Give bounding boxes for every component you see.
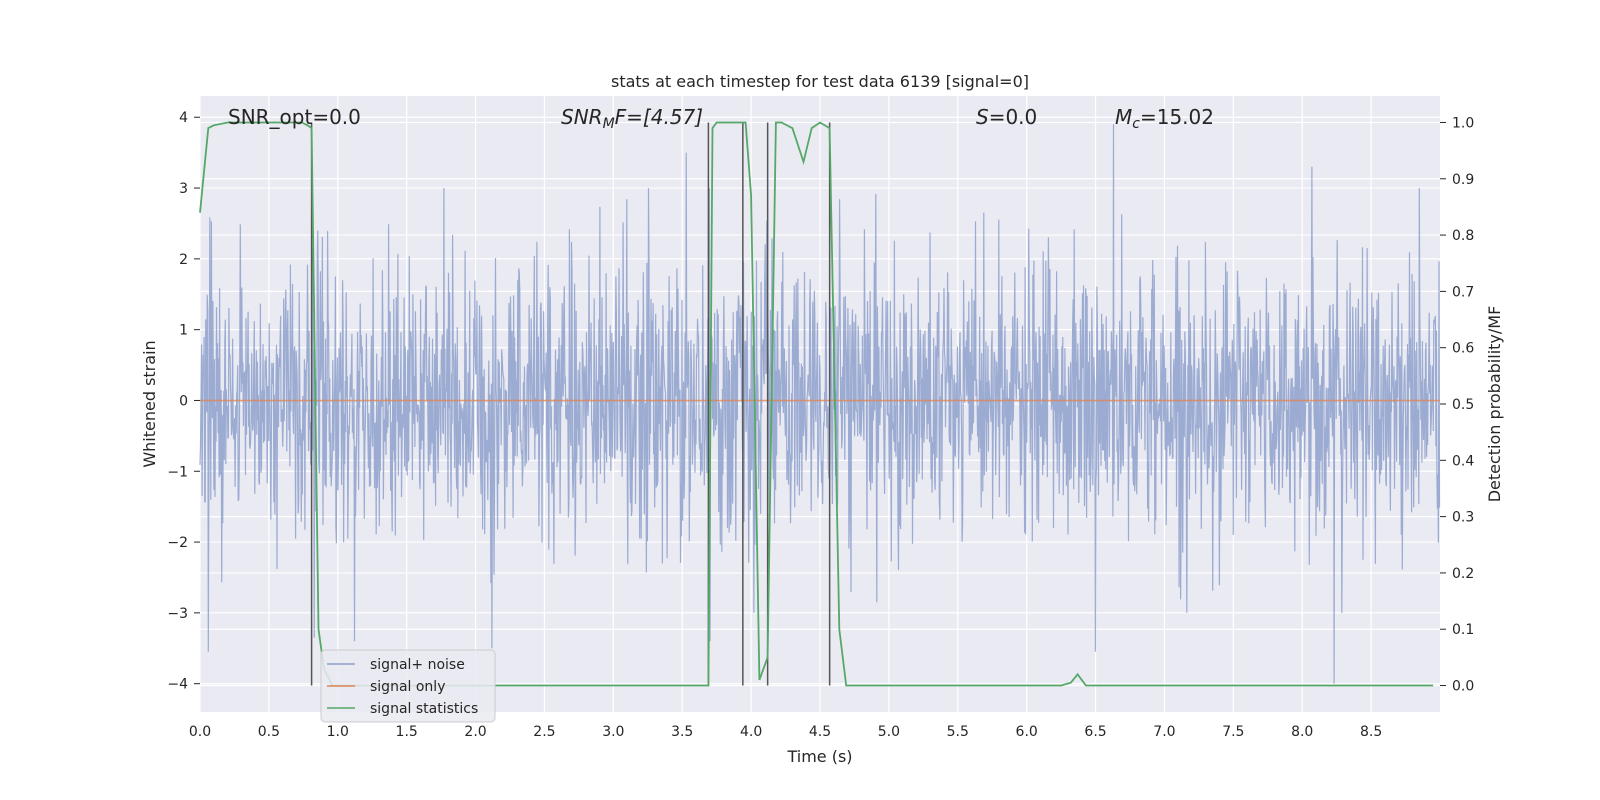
- snr-mf-rest: F=[4.57]: [615, 105, 703, 129]
- snr-mf-sub: M: [603, 116, 615, 132]
- legend-label-signal-only: signal only: [370, 679, 445, 695]
- x-tick-label: 3.0: [602, 724, 624, 740]
- x-tick-label: 0.5: [258, 724, 280, 740]
- s-annotation: S=0.0: [976, 105, 1037, 129]
- y-right-tick-label: 0.5: [1452, 397, 1474, 413]
- y-right-tick-label: 0.1: [1452, 622, 1474, 638]
- signal-statistics-line: [199, 121, 1434, 687]
- mc-rest: =15.02: [1140, 105, 1214, 129]
- x-tick-label: 0.0: [189, 724, 211, 740]
- y-tick-labels: 4 3 2 1 0 −1 −2 −3 −4: [167, 110, 200, 693]
- y-right-tick-label: 0.0: [1452, 679, 1474, 695]
- y-tick-label: 3: [179, 181, 188, 197]
- x-axis-label: Time (s): [786, 747, 852, 766]
- x-tick-label: 4.5: [809, 724, 831, 740]
- signal-statistics-series: [199, 121, 1434, 687]
- legend-label-statistics: signal statistics: [370, 701, 478, 717]
- y-right-tick-label: 1.0: [1452, 115, 1474, 131]
- y-tick-label: −3: [167, 606, 188, 622]
- x-tick-label: 7.5: [1222, 724, 1244, 740]
- noise-series: [199, 124, 1441, 684]
- s-var: S: [976, 105, 989, 129]
- legend: signal+ noise signal only signal statist…: [320, 649, 496, 723]
- y-axis-label: Whitened strain: [140, 340, 159, 467]
- x-tick-label: 3.5: [671, 724, 693, 740]
- x-tick-label: 4.0: [740, 724, 762, 740]
- legend-label-noise: signal+ noise: [370, 657, 465, 673]
- snr-opt-annotation: SNR_opt=0.0: [228, 105, 361, 129]
- mc-sub: c: [1132, 116, 1140, 132]
- x-tick-label: 8.0: [1291, 724, 1313, 740]
- y-tick-label: −2: [167, 535, 188, 551]
- snr-mf-annotation: SNRMF=[4.57]: [561, 105, 703, 132]
- x-tick-label: 1.5: [396, 724, 418, 740]
- x-tick-label: 1.0: [327, 724, 349, 740]
- y-tick-label: 4: [179, 110, 188, 126]
- y-right-axis-label: Detection probability/MF: [1485, 306, 1504, 503]
- snr-mf-base: SNR: [561, 105, 603, 129]
- x-tick-label: 5.0: [878, 724, 900, 740]
- s-rest: =0.0: [989, 105, 1038, 129]
- x-tick-label: 8.5: [1360, 724, 1382, 740]
- y-right-tick-label: 0.9: [1452, 172, 1474, 188]
- y-tick-label: 1: [179, 323, 188, 339]
- y-tick-label: −4: [167, 677, 188, 693]
- x-tick-label: 6.5: [1084, 724, 1106, 740]
- y-right-tick-label: 0.7: [1452, 284, 1474, 300]
- y-tick-label: 0: [179, 393, 188, 409]
- x-tick-label: 7.0: [1153, 724, 1175, 740]
- y-right-tick-labels: 1.0 0.9 0.8 0.7 0.6 0.5 0.4 0.3 0.2 0.1 0.0: [1440, 115, 1474, 695]
- mc-var: M: [1115, 105, 1132, 129]
- y-tick-label: −1: [167, 464, 188, 480]
- x-tick-label: 2.5: [533, 724, 555, 740]
- y-right-tick-label: 0.3: [1452, 510, 1474, 526]
- x-tick-label: 2.0: [464, 724, 486, 740]
- y-right-tick-label: 0.2: [1452, 566, 1474, 582]
- legend-box: [320, 649, 496, 723]
- y-right-tick-label: 0.4: [1452, 453, 1474, 469]
- x-tick-labels: 0.0 0.5 1.0 1.5 2.0 2.5 3.0 3.5 4.0 4.5 5.0 5.5 6.0 6…: [189, 724, 1382, 740]
- x-tick-label: 5.5: [947, 724, 969, 740]
- x-tick-label: 6.0: [1016, 724, 1038, 740]
- y-right-tick-label: 0.8: [1452, 228, 1474, 244]
- mc-annotation: Mc=15.02: [1115, 105, 1214, 132]
- chart-title: stats at each timestep for test data 613…: [611, 72, 1029, 91]
- y-right-tick-label: 0.6: [1452, 341, 1474, 357]
- noise-trace: [199, 124, 1441, 684]
- y-tick-label: 2: [179, 252, 188, 268]
